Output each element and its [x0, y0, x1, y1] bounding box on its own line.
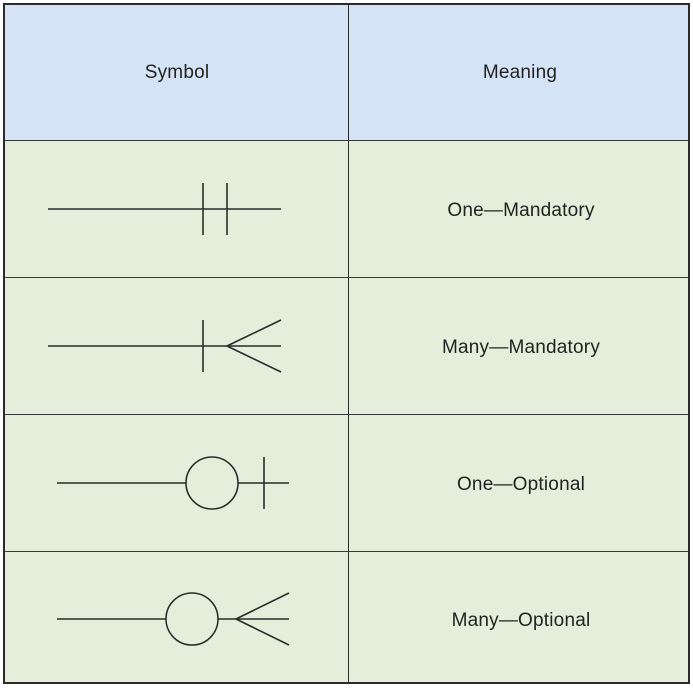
cardinality-table: Symbol Meaning One—Mandatory Many—Mandat… [3, 3, 690, 684]
meaning-many-optional: Many—Optional [451, 610, 591, 631]
table-row: One—Optional [5, 415, 688, 552]
meaning-many-mandatory: Many—Mandatory [441, 337, 601, 358]
one-optional-symbol [57, 456, 289, 510]
symbol-column-header: Symbol [144, 62, 210, 83]
meaning-column-header: Meaning [482, 62, 558, 83]
many-optional-symbol [57, 592, 290, 646]
table-row: One—Mandatory [5, 141, 688, 278]
meaning-one-mandatory: One—Mandatory [447, 200, 595, 221]
one-mandatory-symbol [48, 183, 281, 235]
many-mandatory-symbol [48, 319, 282, 373]
meaning-one-optional: One—Optional [456, 474, 586, 495]
table-header-row: Symbol Meaning [5, 5, 688, 141]
column-divider [348, 5, 349, 682]
table-row: Many—Mandatory [5, 278, 688, 415]
table-row: Many—Optional [5, 552, 688, 689]
